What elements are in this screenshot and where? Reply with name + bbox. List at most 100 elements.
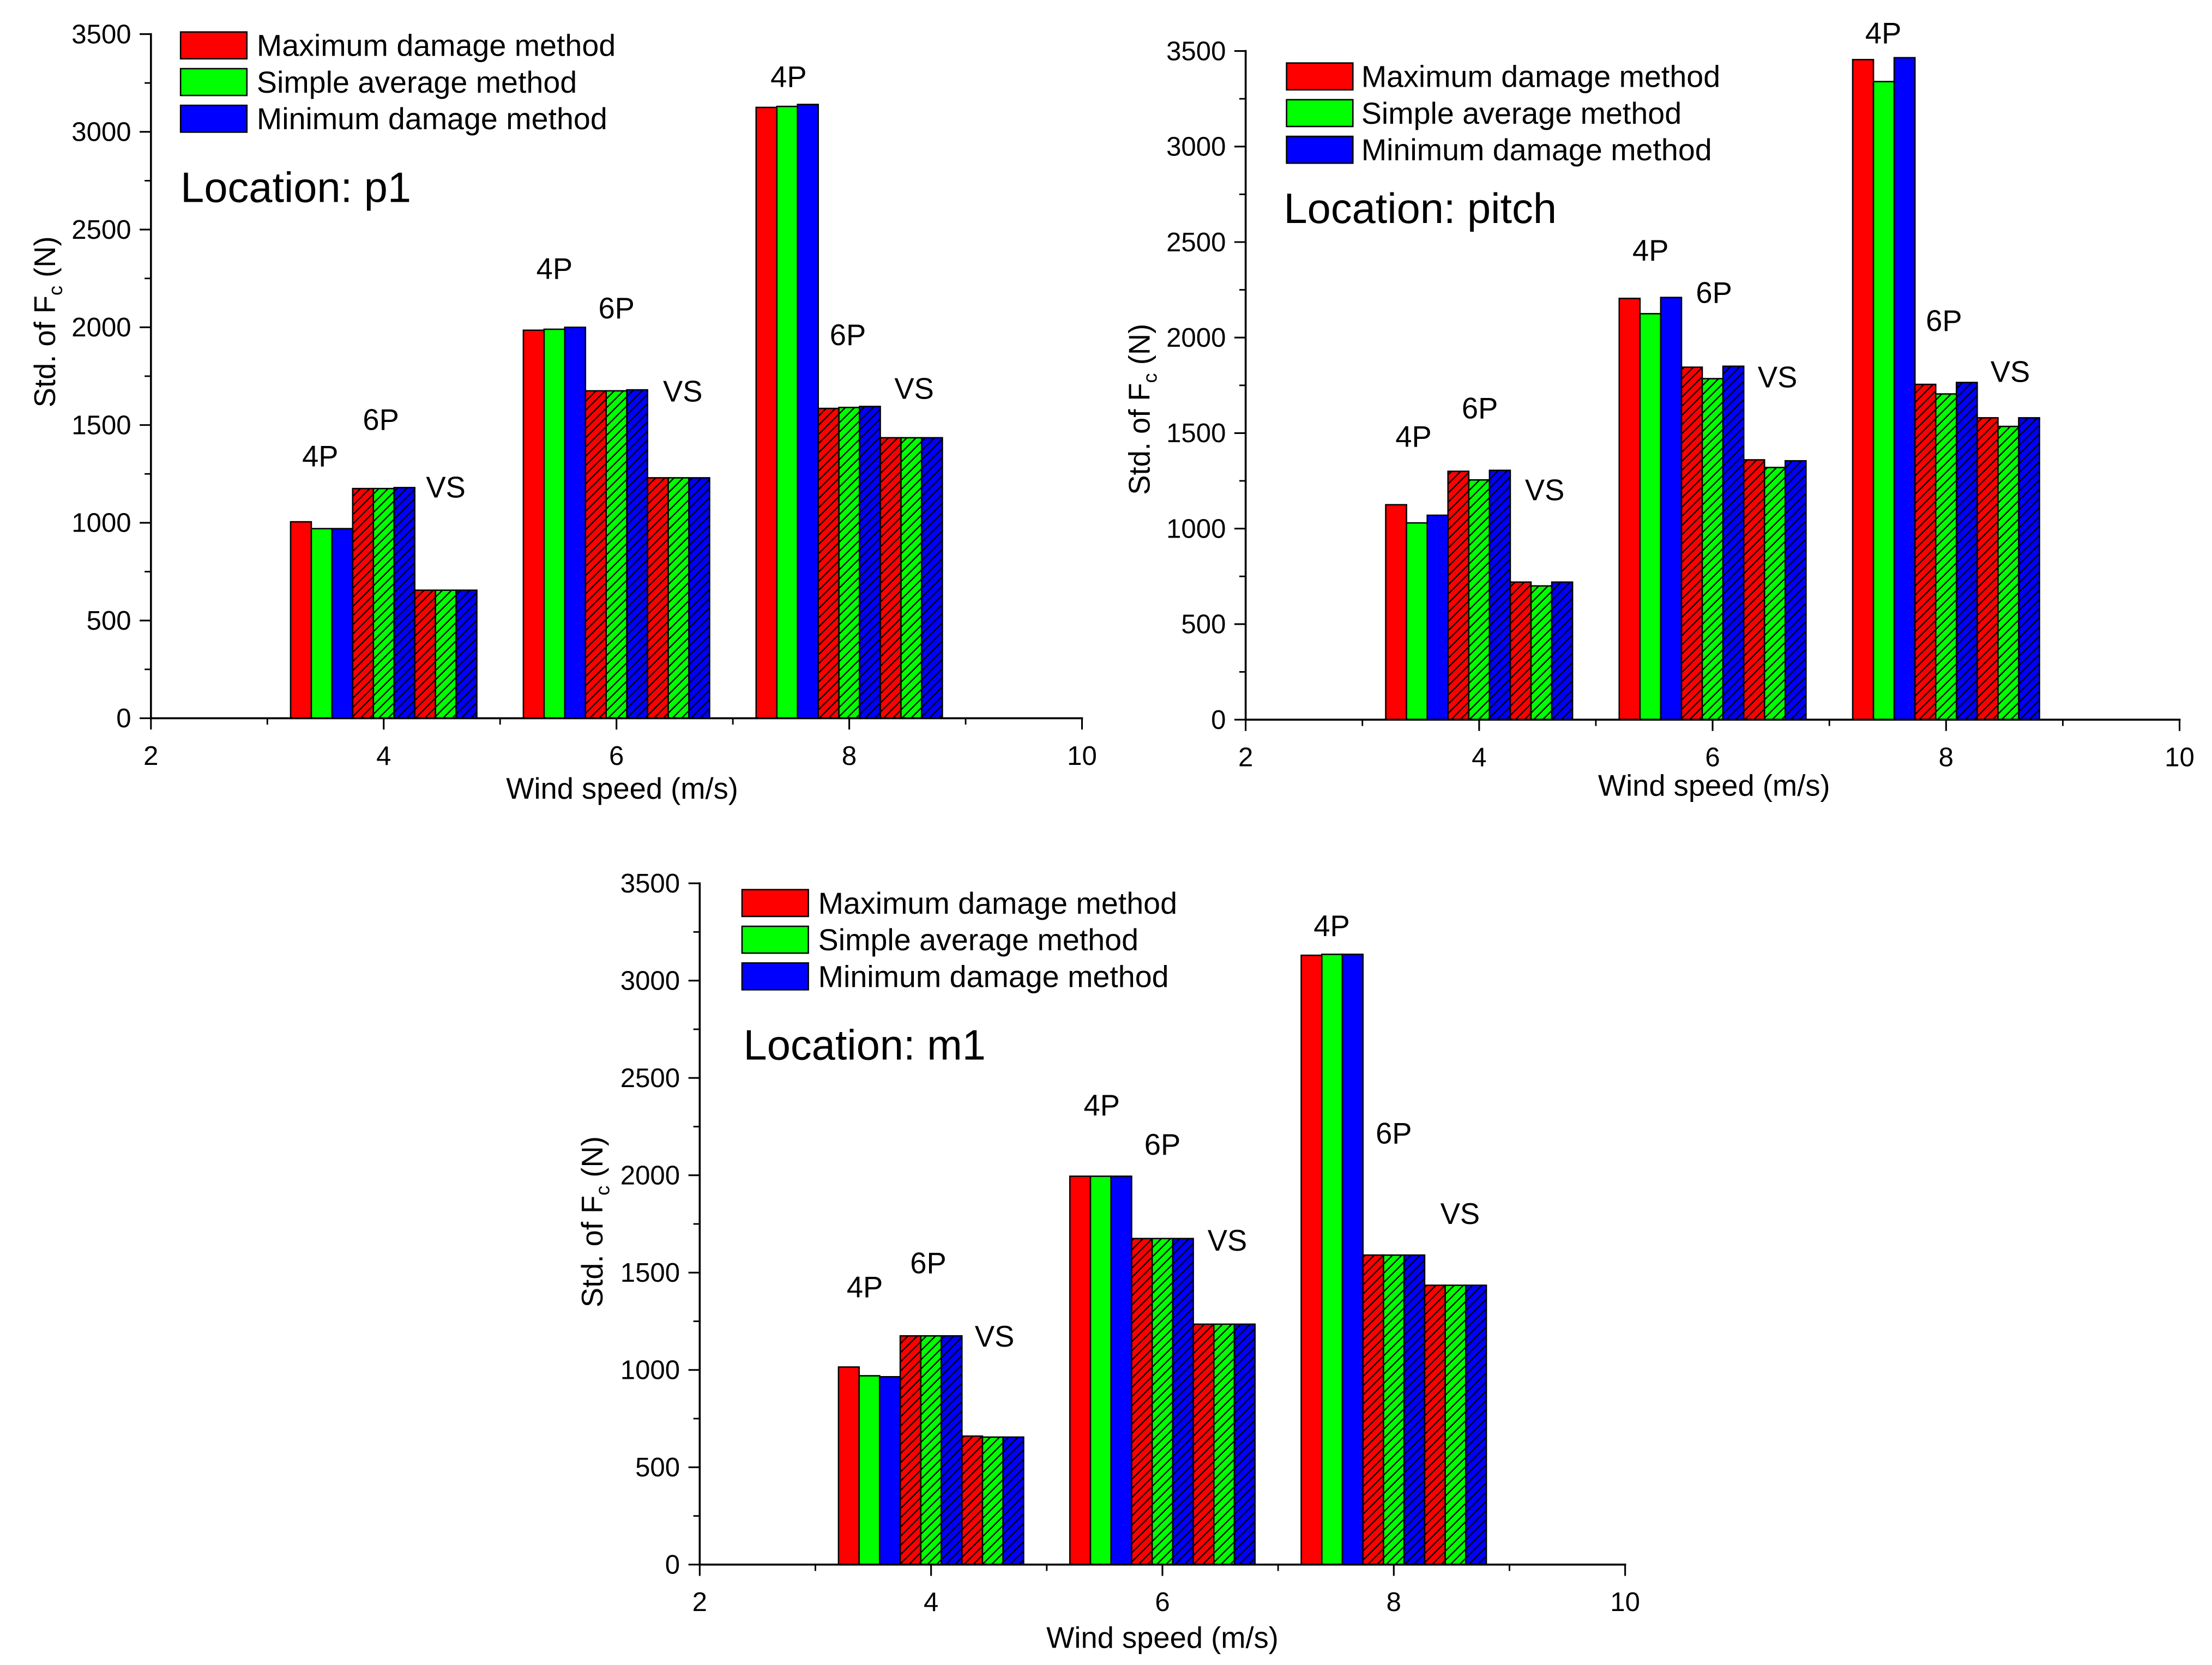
component-label-6ms-vs: VS bbox=[1208, 1224, 1247, 1257]
bar-6ms-6p-simple-average-method bbox=[1151, 1238, 1174, 1566]
legend-label-minimum-damage-method: Minimum damage method bbox=[1361, 133, 1712, 167]
bar-4ms-vs-minimum-damage-method bbox=[1551, 581, 1574, 721]
bar-8ms-4p-maximum-damage-method bbox=[1300, 954, 1323, 1566]
bar-4ms-6p-simple-average-method bbox=[372, 487, 395, 719]
y-axis-label-subscript: c bbox=[44, 286, 67, 295]
y-axis-label-subscript: c bbox=[1139, 373, 1161, 383]
bar-8ms-6p-maximum-damage-method bbox=[1914, 383, 1937, 721]
bar-6ms-vs-minimum-damage-method bbox=[688, 477, 710, 719]
component-label-8ms-vs: VS bbox=[894, 372, 933, 405]
legend-swatch-simple-average-method bbox=[1286, 99, 1354, 128]
legend-label-simple-average-method: Simple average method bbox=[818, 923, 1138, 957]
bar-8ms-4p-maximum-damage-method bbox=[755, 106, 778, 719]
component-label-4ms-vs: VS bbox=[975, 1320, 1014, 1353]
bar-4ms-6p-maximum-damage-method bbox=[352, 487, 375, 719]
legend-label-maximum-damage-method: Maximum damage method bbox=[818, 886, 1177, 920]
bar-6ms-4p-minimum-damage-method bbox=[564, 327, 587, 719]
x-tick-label: 4 bbox=[376, 741, 391, 771]
chart-title: Location: pitch bbox=[1284, 185, 1557, 232]
bar-6ms-4p-simple-average-method bbox=[1639, 313, 1662, 721]
legend-swatch-simple-average-method bbox=[741, 925, 809, 954]
component-label-6ms-6p: 6P bbox=[1144, 1128, 1180, 1161]
y-tick-label: 3500 bbox=[1166, 36, 1226, 66]
bar-8ms-4p-simple-average-method bbox=[1321, 954, 1343, 1566]
y-axis-label: Std. of Fc (N) bbox=[576, 1136, 614, 1307]
component-label-4ms-4p: 4P bbox=[1395, 420, 1431, 453]
y-tick-label: 2500 bbox=[71, 215, 131, 245]
axes: 0 500 1000 1500 2000 2500 3000 3500 2 4 6 8 10 bbox=[71, 19, 1097, 770]
legend-swatch-minimum-damage-method bbox=[1286, 135, 1354, 164]
bar-4ms-6p-maximum-damage-method bbox=[899, 1335, 922, 1566]
y-tick-label: 500 bbox=[87, 606, 131, 636]
x-tick-label: 8 bbox=[1387, 1587, 1401, 1617]
axes: 0 500 1000 1500 2000 2500 3000 3500 2 4 6 8 10 bbox=[620, 868, 1640, 1617]
bar-4ms-vs-minimum-damage-method bbox=[455, 589, 478, 719]
y-tick-label: 1500 bbox=[620, 1258, 680, 1288]
bar-4ms-vs-simple-average-method bbox=[435, 589, 457, 719]
bar-6ms-vs-simple-average-method bbox=[667, 477, 690, 719]
bar-4ms-4p-maximum-damage-method bbox=[290, 521, 312, 719]
bar-4ms-4p-maximum-damage-method bbox=[837, 1366, 860, 1566]
legend-label-simple-average-method: Simple average method bbox=[257, 65, 577, 99]
y-tick-label: 3000 bbox=[1166, 132, 1226, 162]
x-axis-label: Wind speed (m/s) bbox=[1598, 769, 1830, 803]
bar-8ms-4p-minimum-damage-method bbox=[797, 104, 819, 719]
legend-swatch-minimum-damage-method bbox=[179, 104, 248, 133]
bar-8ms-vs-simple-average-method bbox=[1997, 425, 2020, 721]
bar-8ms-6p-simple-average-method bbox=[1383, 1254, 1405, 1566]
x-tick-label: 8 bbox=[1939, 742, 1954, 772]
legend-swatch-maximum-damage-method bbox=[1286, 62, 1354, 91]
component-label-8ms-4p: 4P bbox=[1313, 909, 1349, 943]
x-axis-label: Wind speed (m/s) bbox=[1046, 1621, 1279, 1655]
legend-swatch-simple-average-method bbox=[179, 68, 248, 96]
bar-6ms-vs-maximum-damage-method bbox=[1743, 459, 1765, 721]
component-label-8ms-4p: 4P bbox=[770, 61, 806, 94]
y-tick-label: 3000 bbox=[71, 117, 131, 147]
bar-4ms-6p-minimum-damage-method bbox=[393, 487, 415, 719]
y-axis-label-main: Std. of F bbox=[1123, 383, 1156, 494]
bar-6ms-vs-minimum-damage-method bbox=[1233, 1323, 1256, 1566]
bar-4ms-6p-simple-average-method bbox=[920, 1335, 942, 1566]
x-tick-label: 6 bbox=[1155, 1587, 1170, 1617]
axes: 0 500 1000 1500 2000 2500 3000 3500 2 4 6 8 10 bbox=[1166, 36, 2195, 772]
bar-4ms-vs-simple-average-method bbox=[981, 1436, 1004, 1566]
bars bbox=[1385, 57, 2040, 721]
component-label-6ms-vs: VS bbox=[663, 375, 702, 408]
component-label-6ms-vs: VS bbox=[1758, 361, 1797, 394]
component-label-6ms-4p: 4P bbox=[1632, 234, 1668, 267]
y-tick-label: 1000 bbox=[620, 1355, 680, 1385]
x-axis-label: Wind speed (m/s) bbox=[506, 772, 738, 805]
bar-6ms-vs-maximum-damage-method bbox=[1192, 1323, 1215, 1566]
bar-4ms-4p-minimum-damage-method bbox=[1426, 514, 1449, 721]
bar-8ms-4p-simple-average-method bbox=[1872, 81, 1895, 721]
y-tick-label: 0 bbox=[1211, 705, 1226, 735]
bar-6ms-6p-minimum-damage-method bbox=[626, 389, 648, 719]
x-tick-label: 6 bbox=[1705, 742, 1720, 772]
y-axis-label-main: Std. of F bbox=[576, 1196, 609, 1307]
bar-8ms-6p-maximum-damage-method bbox=[1362, 1254, 1384, 1566]
bar-6ms-vs-maximum-damage-method bbox=[647, 477, 669, 719]
x-tick-label: 4 bbox=[924, 1587, 938, 1617]
component-label-4ms-6p: 6P bbox=[1462, 392, 1498, 425]
bar-6ms-6p-maximum-damage-method bbox=[1680, 366, 1703, 721]
bar-8ms-6p-simple-average-method bbox=[1934, 393, 1957, 721]
y-tick-label: 0 bbox=[116, 703, 131, 733]
bar-8ms-6p-maximum-damage-method bbox=[817, 407, 840, 719]
bar-4ms-4p-simple-average-method bbox=[1406, 522, 1428, 721]
component-label-4ms-4p: 4P bbox=[302, 440, 338, 473]
component-label-8ms-4p: 4P bbox=[1865, 16, 1901, 50]
bar-6ms-4p-minimum-damage-method bbox=[1110, 1175, 1132, 1566]
bar-4ms-vs-maximum-damage-method bbox=[414, 589, 436, 719]
component-label-8ms-6p: 6P bbox=[830, 318, 866, 352]
legend-swatch-maximum-damage-method bbox=[179, 31, 248, 60]
bar-6ms-4p-minimum-damage-method bbox=[1660, 297, 1683, 721]
bar-4ms-6p-minimum-damage-method bbox=[941, 1335, 963, 1566]
y-axis-label-main: Std. of F bbox=[28, 295, 62, 407]
bar-6ms-6p-maximum-damage-method bbox=[584, 390, 607, 719]
bar-8ms-vs-minimum-damage-method bbox=[1465, 1284, 1487, 1566]
y-axis-label: Std. of Fc (N) bbox=[28, 236, 67, 407]
bar-4ms-4p-simple-average-method bbox=[310, 528, 333, 719]
y-tick-label: 1000 bbox=[1166, 514, 1226, 544]
